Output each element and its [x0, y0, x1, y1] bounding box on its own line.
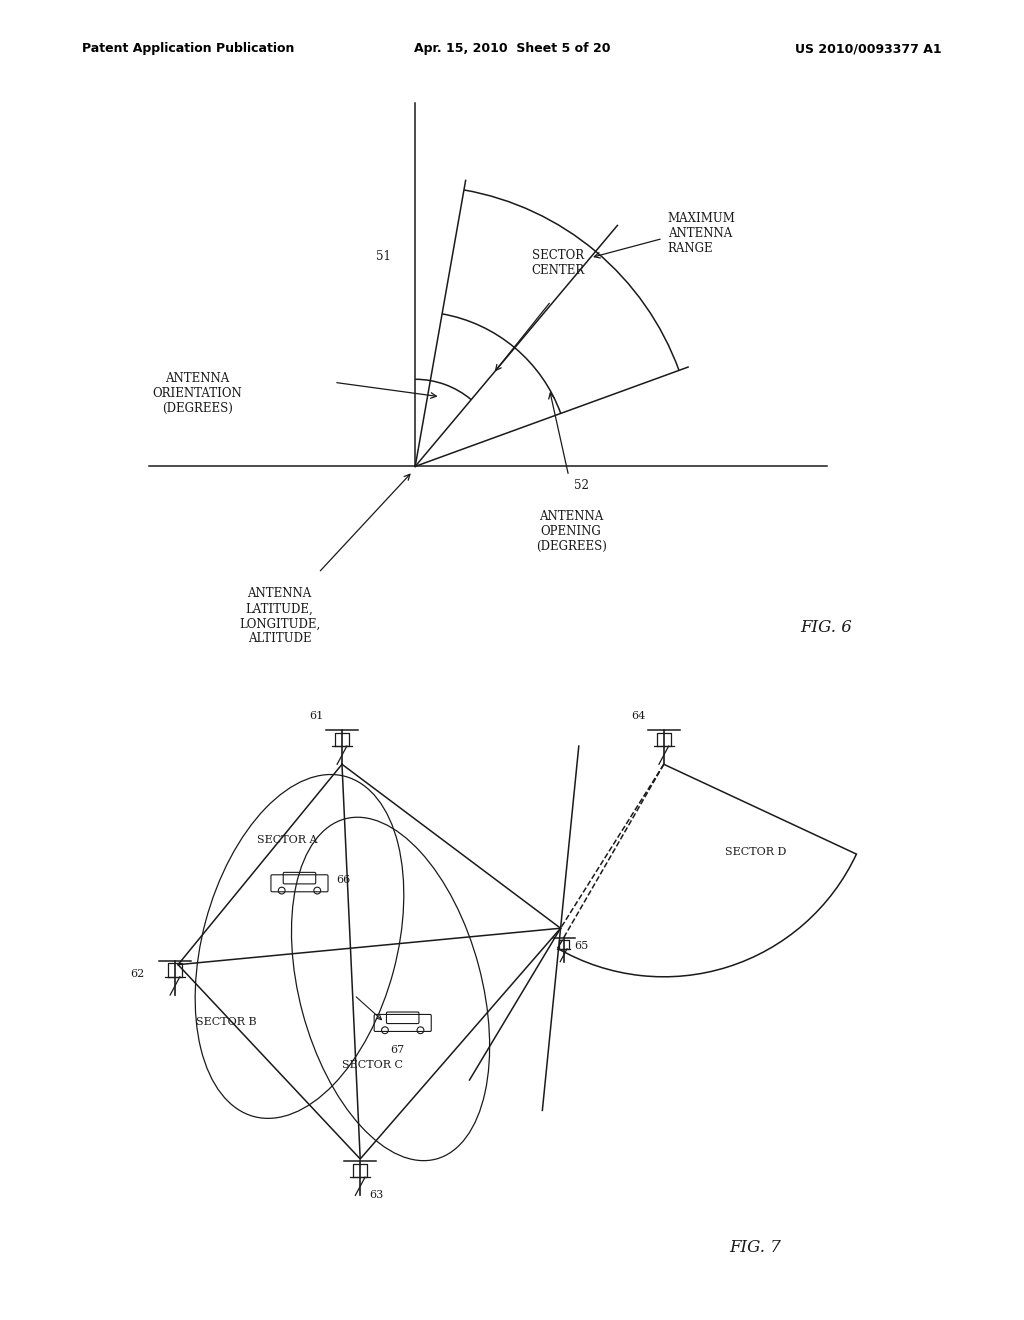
Text: ANTENNA
OPENING
(DEGREES): ANTENNA OPENING (DEGREES) — [536, 510, 606, 553]
Text: ANTENNA
LATITUDE,
LONGITUDE,
ALTITUDE: ANTENNA LATITUDE, LONGITUDE, ALTITUDE — [239, 587, 321, 645]
Text: 61: 61 — [309, 710, 324, 721]
Text: SECTOR C: SECTOR C — [342, 1060, 403, 1071]
Text: FIG. 7: FIG. 7 — [729, 1239, 781, 1257]
Text: Apr. 15, 2010  Sheet 5 of 20: Apr. 15, 2010 Sheet 5 of 20 — [414, 42, 610, 55]
Text: MAXIMUM
ANTENNA
RANGE: MAXIMUM ANTENNA RANGE — [668, 213, 735, 255]
Text: ANTENNA
ORIENTATION
(DEGREES): ANTENNA ORIENTATION (DEGREES) — [153, 372, 243, 416]
Text: 51: 51 — [376, 249, 391, 263]
Text: 63: 63 — [370, 1191, 384, 1200]
Text: 52: 52 — [573, 479, 589, 491]
Text: SECTOR A: SECTOR A — [257, 836, 317, 845]
Text: FIG. 6: FIG. 6 — [801, 619, 853, 636]
Text: SECTOR D: SECTOR D — [725, 847, 785, 858]
Text: SECTOR B: SECTOR B — [197, 1018, 257, 1027]
Text: 67: 67 — [390, 1044, 404, 1055]
Text: 64: 64 — [632, 710, 645, 721]
Text: US 2010/0093377 A1: US 2010/0093377 A1 — [796, 42, 942, 55]
Text: 66: 66 — [336, 875, 350, 884]
Text: 62: 62 — [130, 969, 144, 979]
Text: SECTOR
CENTER: SECTOR CENTER — [531, 249, 585, 277]
Text: Patent Application Publication: Patent Application Publication — [82, 42, 294, 55]
Text: 65: 65 — [573, 941, 588, 952]
